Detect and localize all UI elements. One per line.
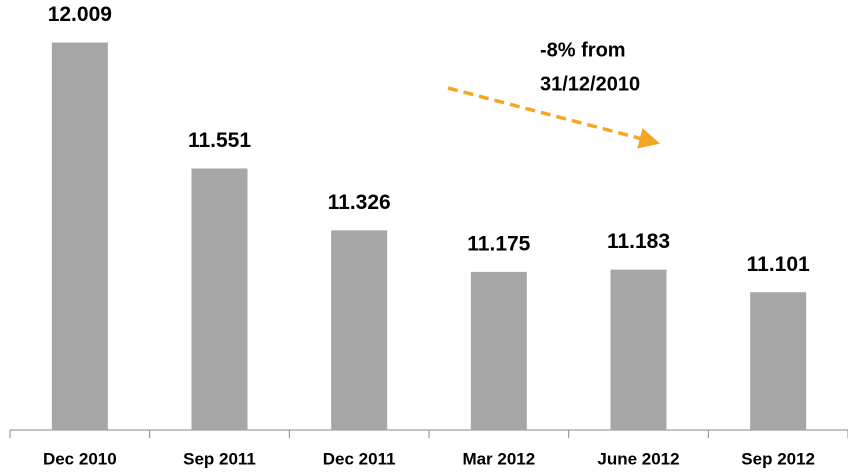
x-tick-label: Dec 2011 <box>323 449 396 468</box>
bar <box>470 271 527 430</box>
value-label: 11.101 <box>747 253 810 276</box>
x-tick-label: Mar 2012 <box>462 449 535 468</box>
trend-arrow <box>447 86 661 149</box>
bar <box>331 230 388 430</box>
bar <box>191 168 248 430</box>
value-label: 11.183 <box>607 230 670 253</box>
x-tick-label: Sep 2012 <box>741 449 815 468</box>
x-tick-label: Sep 2011 <box>183 449 256 468</box>
annotation: 31/12/2010 <box>540 73 640 95</box>
bar <box>750 292 807 430</box>
bar <box>610 269 667 430</box>
bar <box>51 42 108 431</box>
value-label: 11.175 <box>467 232 530 255</box>
value-label: 11.326 <box>328 191 391 214</box>
annotation: -8% from <box>540 39 626 61</box>
value-label: 12.009 <box>48 3 112 26</box>
value-label: 11.551 <box>188 129 251 152</box>
x-tick-label: June 2012 <box>597 449 679 468</box>
x-tick-label: Dec 2010 <box>43 449 117 468</box>
